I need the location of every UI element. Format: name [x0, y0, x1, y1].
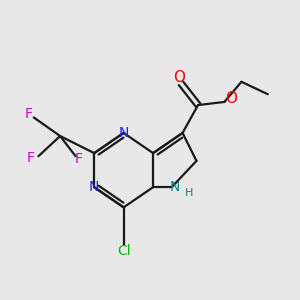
Text: F: F	[25, 107, 33, 122]
Text: O: O	[173, 70, 185, 85]
Text: N: N	[169, 180, 180, 194]
Text: H: H	[184, 188, 193, 198]
Text: Cl: Cl	[117, 244, 130, 258]
Text: N: N	[89, 180, 99, 194]
Text: F: F	[75, 152, 83, 166]
Text: N: N	[118, 126, 129, 140]
Text: F: F	[27, 151, 35, 165]
Text: O: O	[225, 91, 237, 106]
